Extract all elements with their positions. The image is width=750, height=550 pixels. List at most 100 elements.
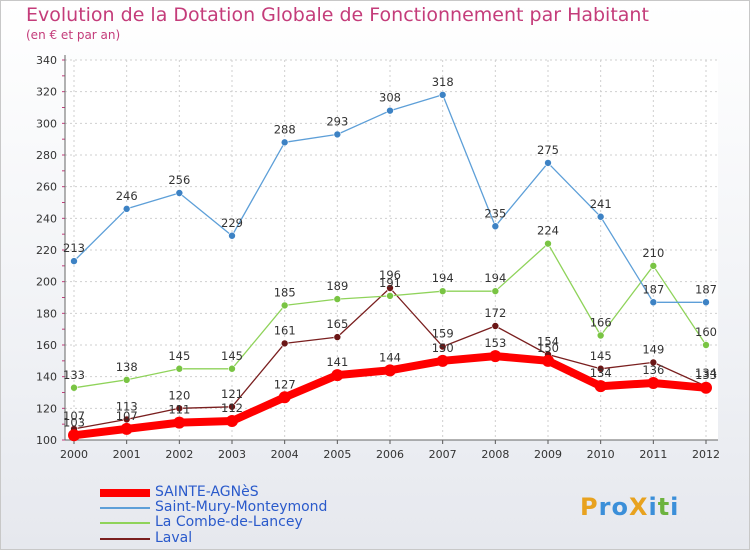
- data-label: 149: [642, 342, 664, 356]
- data-point: [384, 364, 396, 377]
- data-point: [122, 415, 131, 424]
- logo-letter: o: [611, 493, 629, 521]
- chart-title: Evolution de la Dotation Globale de Fonc…: [26, 4, 649, 26]
- data-point: [228, 402, 236, 411]
- data-point: [700, 381, 712, 394]
- legend-swatch: [100, 507, 150, 509]
- data-label: 166: [590, 316, 612, 330]
- data-point: [649, 262, 658, 270]
- data-label: 241: [590, 197, 612, 211]
- y-tick-label: 200: [36, 276, 57, 289]
- data-point: [386, 292, 394, 300]
- data-label: 210: [642, 246, 664, 260]
- legend-label: Saint-Mury-Monteymond: [155, 499, 328, 515]
- logo-letter: P: [580, 493, 599, 521]
- data-point: [70, 257, 78, 265]
- data-point: [175, 364, 184, 373]
- x-tick-label: 2011: [639, 448, 667, 461]
- data-label: 133: [63, 368, 85, 382]
- y-tick-label: 100: [36, 434, 57, 447]
- data-point: [122, 205, 131, 213]
- data-label: 111: [168, 403, 190, 417]
- data-label: 187: [695, 282, 717, 296]
- data-label: 191: [379, 276, 401, 290]
- data-point: [491, 322, 500, 330]
- data-point: [386, 106, 394, 115]
- data-point: [489, 350, 502, 363]
- data-point: [333, 333, 342, 341]
- y-tick-label: 340: [36, 54, 57, 67]
- data-label: 256: [168, 173, 190, 187]
- y-tick-label: 180: [36, 307, 57, 320]
- data-label: 159: [432, 327, 454, 341]
- y-tick-label: 160: [36, 339, 57, 352]
- data-label: 134: [590, 366, 612, 380]
- data-label: 224: [537, 224, 559, 238]
- data-point: [278, 391, 291, 404]
- data-label: 229: [221, 216, 243, 230]
- x-tick-label: 2005: [323, 448, 351, 461]
- data-label: 293: [326, 114, 348, 128]
- data-point: [544, 159, 552, 167]
- data-point: [438, 91, 447, 99]
- data-label: 145: [168, 349, 190, 363]
- legend-label: La Combe-de-Lancey: [155, 514, 303, 530]
- data-label: 189: [326, 279, 348, 293]
- legend-swatch: [100, 538, 150, 540]
- data-point: [122, 376, 131, 384]
- data-point: [491, 287, 500, 295]
- data-point: [702, 298, 710, 307]
- axes: 100 120 140 160 180 200 220 240 260 280 300 320 340 2…: [36, 54, 720, 461]
- data-label: 121: [221, 387, 243, 401]
- data-point: [333, 130, 342, 139]
- data-point: [228, 364, 236, 373]
- x-tick-label: 2001: [113, 448, 141, 461]
- x-tick-label: 2004: [271, 448, 299, 461]
- data-point: [386, 284, 394, 292]
- legend-label: SAINTE-AGNèS: [155, 484, 259, 500]
- data-label: 194: [432, 271, 454, 285]
- data-label: 112: [221, 401, 243, 415]
- data-point: [333, 295, 342, 303]
- data-point: [68, 429, 80, 442]
- logo-letter: r: [598, 493, 612, 521]
- y-tick-label: 280: [36, 149, 57, 162]
- x-tick-label: 2009: [534, 448, 562, 461]
- data-label: 246: [116, 189, 138, 203]
- series: [68, 91, 712, 442]
- data-label: 150: [432, 341, 454, 355]
- data-point: [491, 222, 500, 231]
- data-point: [702, 341, 710, 349]
- data-point: [596, 331, 605, 340]
- data-point: [436, 354, 449, 367]
- data-label: 107: [116, 409, 138, 423]
- data-label: 134: [695, 366, 717, 380]
- x-tick-label: 2008: [481, 448, 509, 461]
- data-label: 275: [537, 143, 559, 157]
- y-tick-label: 320: [36, 86, 57, 99]
- data-point: [649, 358, 658, 367]
- data-point: [596, 212, 605, 221]
- data-label: 185: [274, 285, 296, 299]
- proxiti-logo: ProXiti: [580, 493, 679, 521]
- data-point: [544, 239, 552, 248]
- y-tick-label: 260: [36, 181, 57, 194]
- data-label: 153: [484, 336, 506, 350]
- logo-letter: X: [628, 493, 649, 521]
- data-label: 107: [63, 409, 85, 423]
- data-point: [596, 364, 605, 373]
- data-point: [438, 342, 447, 351]
- data-point: [438, 287, 447, 295]
- data-label: 187: [642, 282, 664, 296]
- data-label: 150: [537, 341, 559, 355]
- data-label: 138: [116, 360, 138, 374]
- data-label: 308: [379, 91, 401, 105]
- data-point: [280, 301, 289, 310]
- data-point: [594, 380, 607, 393]
- data-label: 145: [221, 349, 243, 363]
- x-tick-label: 2003: [218, 448, 246, 461]
- data-label: 133: [695, 368, 717, 382]
- data-label: 160: [695, 325, 717, 339]
- logo-letter: i: [670, 493, 680, 521]
